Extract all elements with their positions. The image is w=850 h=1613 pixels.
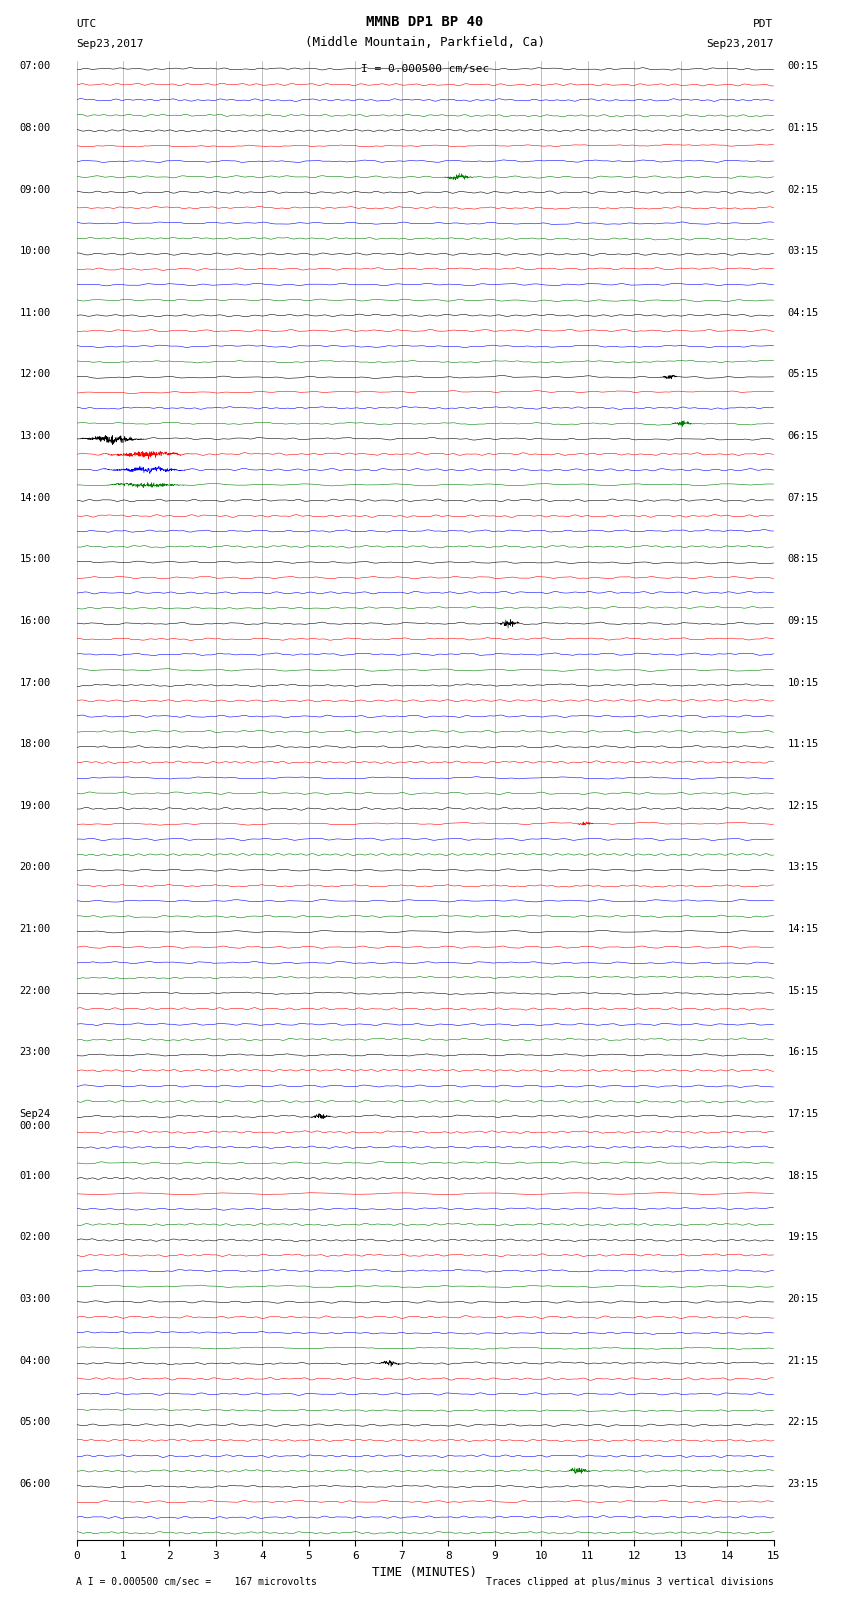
- Text: Sep24
00:00: Sep24 00:00: [20, 1110, 51, 1131]
- Text: 00:15: 00:15: [787, 61, 819, 71]
- Text: 21:15: 21:15: [787, 1355, 819, 1366]
- Text: MMNB DP1 BP 40: MMNB DP1 BP 40: [366, 15, 484, 29]
- Text: 08:15: 08:15: [787, 555, 819, 565]
- Text: 06:00: 06:00: [20, 1479, 51, 1489]
- Text: 11:00: 11:00: [20, 308, 51, 318]
- Text: 20:00: 20:00: [20, 863, 51, 873]
- Text: 23:00: 23:00: [20, 1047, 51, 1058]
- Text: 04:00: 04:00: [20, 1355, 51, 1366]
- Text: 22:00: 22:00: [20, 986, 51, 995]
- Text: 17:00: 17:00: [20, 677, 51, 687]
- Text: 09:00: 09:00: [20, 184, 51, 195]
- Text: A I = 0.000500 cm/sec =    167 microvolts: A I = 0.000500 cm/sec = 167 microvolts: [76, 1578, 317, 1587]
- Text: PDT: PDT: [753, 19, 774, 29]
- Text: 14:00: 14:00: [20, 492, 51, 503]
- Text: 02:15: 02:15: [787, 184, 819, 195]
- Text: 05:15: 05:15: [787, 369, 819, 379]
- Text: 07:00: 07:00: [20, 61, 51, 71]
- Text: 12:00: 12:00: [20, 369, 51, 379]
- Text: 06:15: 06:15: [787, 431, 819, 440]
- Text: 21:00: 21:00: [20, 924, 51, 934]
- Text: 15:00: 15:00: [20, 555, 51, 565]
- Text: 18:00: 18:00: [20, 739, 51, 748]
- Text: 23:15: 23:15: [787, 1479, 819, 1489]
- Text: 01:00: 01:00: [20, 1171, 51, 1181]
- Text: 09:15: 09:15: [787, 616, 819, 626]
- Text: 19:00: 19:00: [20, 802, 51, 811]
- Text: I = 0.000500 cm/sec: I = 0.000500 cm/sec: [361, 65, 489, 74]
- Text: Traces clipped at plus/minus 3 vertical divisions: Traces clipped at plus/minus 3 vertical …: [485, 1578, 774, 1587]
- Text: 16:00: 16:00: [20, 616, 51, 626]
- Text: 03:15: 03:15: [787, 247, 819, 256]
- Text: 12:15: 12:15: [787, 802, 819, 811]
- Text: 10:00: 10:00: [20, 247, 51, 256]
- Text: UTC: UTC: [76, 19, 97, 29]
- Text: 07:15: 07:15: [787, 492, 819, 503]
- Text: 22:15: 22:15: [787, 1418, 819, 1428]
- Text: 11:15: 11:15: [787, 739, 819, 748]
- Text: 19:15: 19:15: [787, 1232, 819, 1242]
- Text: 08:00: 08:00: [20, 123, 51, 132]
- X-axis label: TIME (MINUTES): TIME (MINUTES): [372, 1566, 478, 1579]
- Text: Sep23,2017: Sep23,2017: [76, 39, 144, 50]
- Text: 10:15: 10:15: [787, 677, 819, 687]
- Text: 01:15: 01:15: [787, 123, 819, 132]
- Text: Sep23,2017: Sep23,2017: [706, 39, 774, 50]
- Text: 17:15: 17:15: [787, 1110, 819, 1119]
- Text: 13:15: 13:15: [787, 863, 819, 873]
- Text: 02:00: 02:00: [20, 1232, 51, 1242]
- Text: (Middle Mountain, Parkfield, Ca): (Middle Mountain, Parkfield, Ca): [305, 37, 545, 50]
- Text: 18:15: 18:15: [787, 1171, 819, 1181]
- Text: 04:15: 04:15: [787, 308, 819, 318]
- Text: 14:15: 14:15: [787, 924, 819, 934]
- Text: 05:00: 05:00: [20, 1418, 51, 1428]
- Text: 16:15: 16:15: [787, 1047, 819, 1058]
- Text: 03:00: 03:00: [20, 1294, 51, 1303]
- Text: 20:15: 20:15: [787, 1294, 819, 1303]
- Text: 15:15: 15:15: [787, 986, 819, 995]
- Text: 13:00: 13:00: [20, 431, 51, 440]
